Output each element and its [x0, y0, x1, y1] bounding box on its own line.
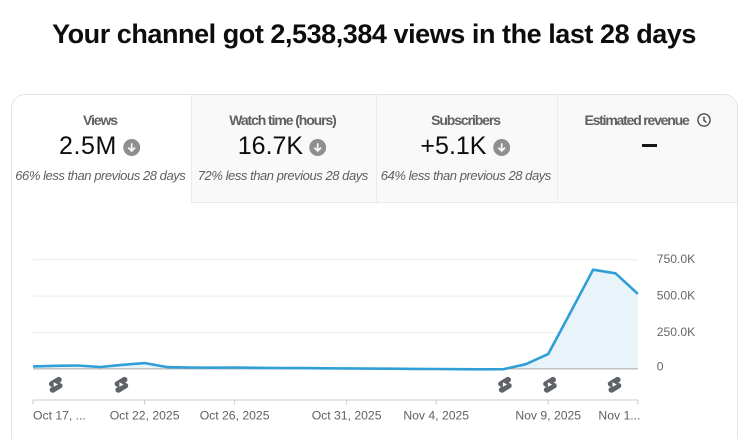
svg-text:Nov 1...: Nov 1...	[598, 409, 640, 423]
svg-text:250.0K: 250.0K	[657, 325, 696, 339]
svg-text:Oct 17, ...: Oct 17, ...	[33, 409, 86, 423]
svg-text:500.0K: 500.0K	[657, 289, 696, 303]
svg-text:Oct 26, 2025: Oct 26, 2025	[200, 409, 270, 423]
svg-text:Oct 31, 2025: Oct 31, 2025	[312, 409, 382, 423]
svg-text:Nov 9, 2025: Nov 9, 2025	[515, 409, 581, 423]
svg-text:Nov 4, 2025: Nov 4, 2025	[403, 409, 469, 423]
svg-text:0: 0	[657, 360, 664, 374]
svg-text:Oct 22, 2025: Oct 22, 2025	[110, 409, 180, 423]
svg-text:750.0K: 750.0K	[657, 252, 696, 266]
